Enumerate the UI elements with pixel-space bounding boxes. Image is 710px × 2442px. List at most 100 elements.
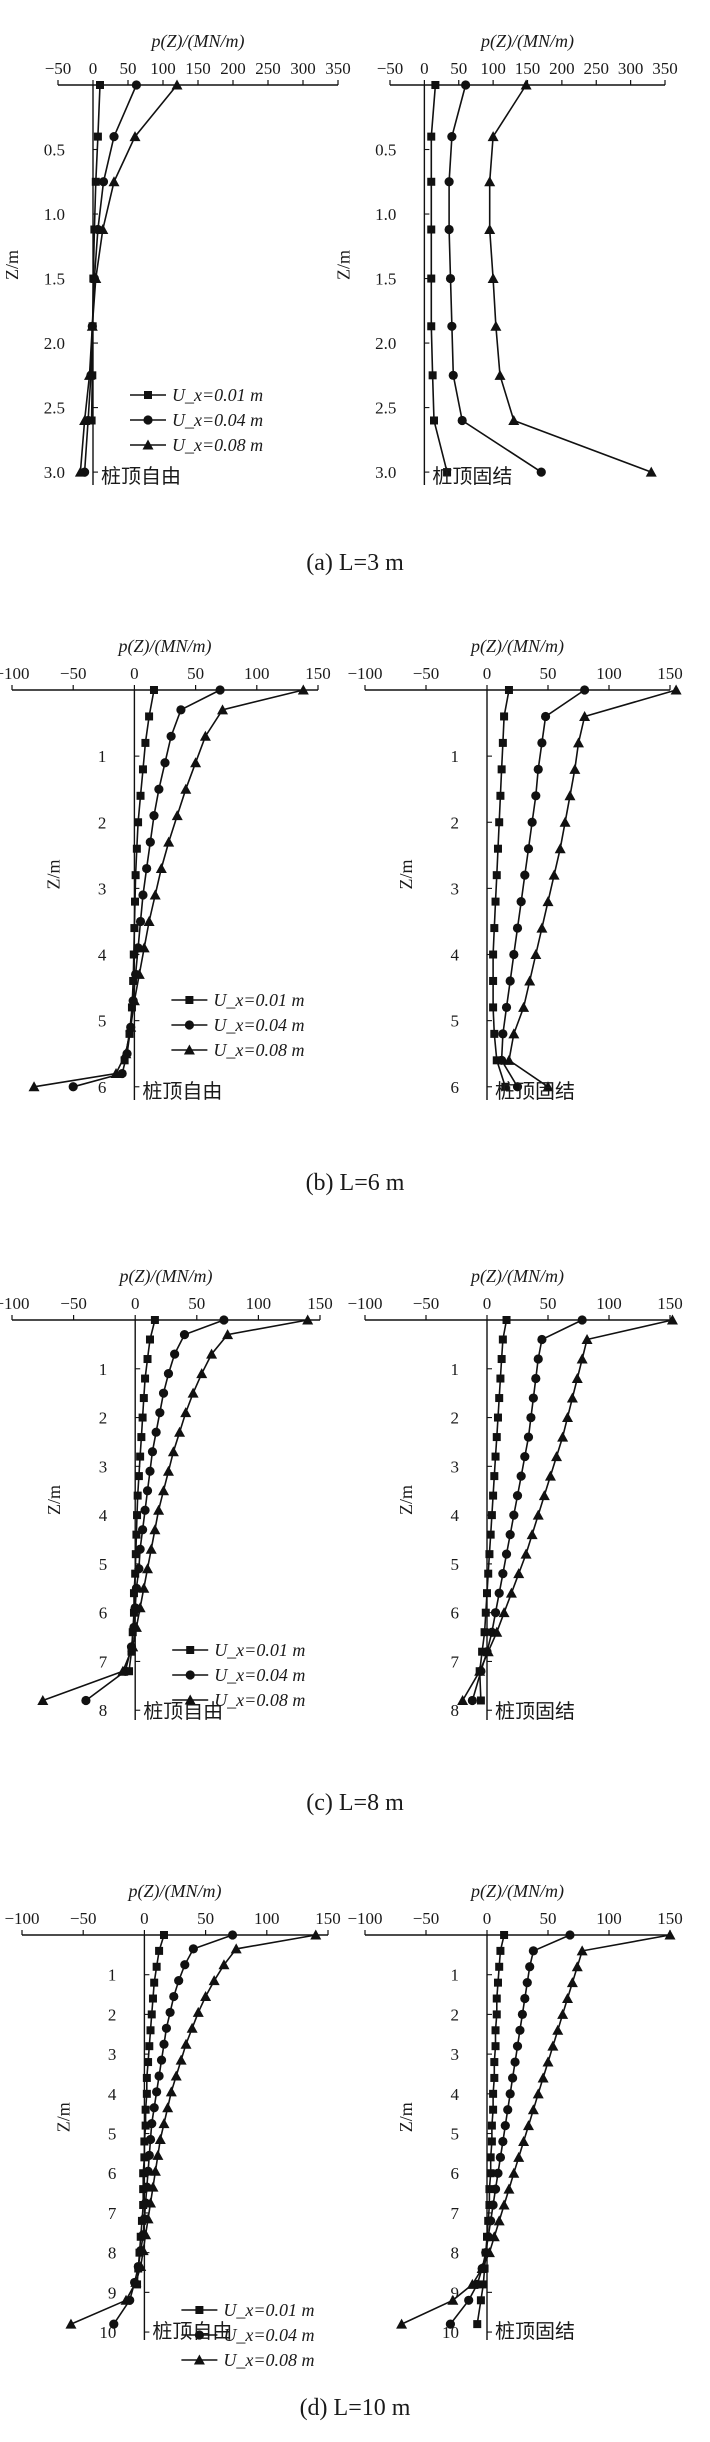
data-point-triangle	[152, 2149, 164, 2160]
x-axis-title: p(Z)/(MN/m)	[469, 1881, 564, 1902]
data-point-triangle	[153, 1504, 165, 1515]
data-point-circle	[142, 1486, 153, 1496]
data-point-square	[498, 1335, 507, 1344]
x-axis-title: p(Z)/(MN/m)	[117, 636, 212, 657]
x-tick-label: 200	[549, 59, 575, 78]
data-point-circle	[520, 1993, 530, 2004]
data-point-square	[134, 818, 143, 827]
data-point-triangle	[37, 1694, 49, 1705]
x-tick-label: 150	[305, 664, 331, 683]
x-tick-label: −50	[413, 1294, 440, 1313]
data-point-square	[490, 1029, 499, 1038]
data-point-square	[486, 1530, 495, 1539]
data-point-square	[148, 1994, 157, 2003]
series-line-3	[508, 689, 677, 1088]
data-point-triangle	[218, 1959, 230, 1970]
data-point-square	[489, 950, 498, 959]
x-tick-label: 0	[140, 1909, 149, 1928]
x-tick-label: 50	[187, 664, 204, 683]
data-point-triangle	[140, 2229, 152, 2240]
data-point-square	[138, 765, 147, 774]
x-tick-label: 150	[185, 59, 211, 78]
data-point-triangle	[130, 2276, 142, 2287]
data-point-circle	[520, 870, 530, 880]
y-tick-label: 7	[451, 2204, 460, 2223]
data-point-square	[131, 1550, 140, 1559]
legend-marker-square	[195, 2306, 204, 2314]
data-point-triangle	[200, 1991, 212, 2002]
y-tick-label: 5	[451, 1012, 460, 1031]
data-point-square	[473, 2320, 482, 2329]
plot-2-left: −100 −50 0 50 100 150 p(Z)/(MN/m) 1 2 3 4 5 6 Z/m 桩顶自由…	[0, 636, 331, 1103]
y-tick-label: 2	[451, 813, 460, 832]
data-point-triangle	[158, 1485, 170, 1496]
data-point-circle	[531, 791, 541, 801]
y-tick-label: 2	[108, 2005, 117, 2024]
y-axis-title: Z/m	[396, 1485, 416, 1515]
data-point-triangle	[196, 1368, 208, 1379]
legend-marker-circle	[185, 1670, 195, 1680]
data-point-circle	[137, 1525, 148, 1535]
data-point-circle	[160, 758, 170, 768]
data-point-triangle	[482, 1646, 494, 1657]
data-point-triangle	[149, 889, 161, 900]
data-point-triangle	[503, 2183, 515, 2194]
data-point-triangle	[134, 1602, 146, 1613]
x-tick-label: −100	[0, 1294, 30, 1313]
plot-1-right: −50 0 50 100 150 200 250 300 350 p(Z)/(MN/m) 0.5 1.…	[333, 31, 677, 488]
data-point-square	[141, 738, 150, 747]
legend-entry: U_x=0.01 m	[223, 2300, 314, 2320]
data-point-triangle	[571, 1373, 583, 1384]
x-tick-label: −50	[60, 1294, 87, 1313]
data-point-triangle	[508, 1028, 520, 1039]
data-point-circle	[147, 1447, 158, 1457]
data-point-circle	[447, 321, 457, 331]
data-point-circle	[490, 1608, 501, 1618]
data-point-circle	[165, 2007, 175, 2018]
data-point-square	[489, 2089, 498, 2098]
y-tick-label: 0.5	[44, 141, 65, 160]
y-tick-label: 10	[442, 2323, 459, 2342]
data-point-square	[136, 1452, 145, 1461]
data-point-triangle	[484, 224, 496, 235]
y-tick-label: 3.0	[44, 463, 65, 482]
series-line-2	[72, 689, 221, 1088]
data-point-square	[484, 1569, 493, 1578]
data-point-circle	[523, 844, 534, 854]
x-tick-label: 100	[596, 664, 622, 683]
data-point-square	[491, 897, 500, 906]
data-point-circle	[219, 1315, 229, 1325]
y-tick-label: 8	[451, 2244, 460, 2263]
data-point-circle	[98, 177, 109, 187]
data-point-circle	[498, 1029, 508, 1039]
data-point-circle	[505, 976, 515, 986]
x-tick-label: 0	[420, 59, 429, 78]
data-point-triangle	[162, 2102, 174, 2113]
data-point-triangle	[155, 863, 167, 874]
data-point-circle	[497, 1055, 507, 1065]
y-tick-label: 4	[108, 2085, 117, 2104]
data-point-triangle	[508, 414, 520, 425]
data-point-circle	[498, 1569, 508, 1579]
data-point-triangle	[138, 942, 150, 953]
data-point-triangle	[162, 1465, 174, 1476]
data-point-circle	[512, 1082, 523, 1092]
data-point-triangle	[544, 1470, 556, 1481]
data-point-square	[495, 1394, 504, 1403]
data-point-circle	[170, 1349, 180, 1359]
data-point-circle	[515, 2025, 525, 2035]
data-point-circle	[516, 1471, 526, 1481]
plot-4-left: −100 −50 0 50 100 150p(Z)/(MN/m)12345678910Z/…	[4, 1881, 340, 2370]
data-point-triangle	[230, 1943, 242, 1954]
data-point-circle	[537, 738, 547, 748]
x-tick-label: 250	[584, 59, 610, 78]
data-point-circle	[512, 2041, 523, 2051]
data-point-square	[427, 225, 436, 234]
data-point-square	[139, 2169, 148, 2178]
y-tick-label: 3	[451, 879, 460, 898]
data-point-circle	[152, 2087, 162, 2097]
data-point-triangle	[180, 2038, 192, 2049]
legend-entry: U_x=0.04 m	[172, 410, 263, 430]
x-tick-label: 100	[480, 59, 506, 78]
x-tick-label: 100	[596, 1909, 622, 1928]
